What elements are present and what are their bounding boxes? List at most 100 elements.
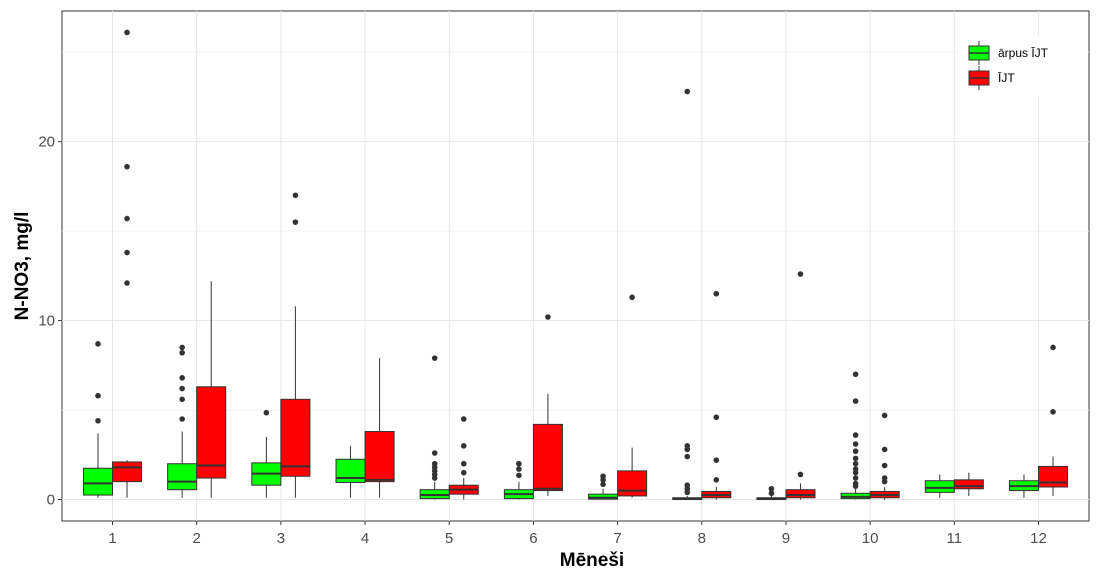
- box-ijt-8: [701, 290, 732, 500]
- box-arpus-6: [503, 460, 534, 500]
- outlier-point: [881, 462, 888, 469]
- box-ijt-10: [869, 412, 900, 500]
- box-body: [588, 493, 619, 500]
- outlier-point: [1050, 409, 1056, 415]
- box-ijt-1: [112, 29, 143, 498]
- outlier-point: [460, 443, 467, 449]
- box-arpus-9: [756, 485, 787, 501]
- x-tick-label: 4: [361, 530, 369, 547]
- outlier-point: [797, 271, 804, 277]
- box-body: [167, 463, 198, 491]
- x-tick-label: 2: [193, 530, 201, 547]
- outlier-point: [713, 477, 720, 483]
- box-body: [112, 461, 143, 483]
- outlier-point: [852, 466, 859, 472]
- outlier-point: [852, 441, 859, 447]
- x-tick-label: 1: [108, 530, 116, 547]
- outlier-point: [797, 471, 804, 478]
- box-body: [617, 470, 648, 497]
- outlier-point: [516, 472, 522, 479]
- y-tick-label: 20: [38, 134, 55, 151]
- box-ijt-2: [196, 281, 227, 498]
- box-body: [364, 431, 395, 483]
- outlier-point: [460, 460, 467, 467]
- box-ijt-5: [448, 416, 479, 500]
- x-tick-label: 12: [1030, 530, 1047, 547]
- outlier-point: [124, 249, 130, 256]
- box-arpus-7: [588, 473, 619, 500]
- x-tick-label: 7: [613, 530, 621, 547]
- x-tick-label: 3: [277, 530, 285, 547]
- outlier-point: [545, 314, 551, 320]
- outlier-point: [516, 460, 522, 467]
- grid-lines: [62, 11, 1089, 521]
- outlier-point: [179, 344, 185, 351]
- box-arpus-8: [672, 88, 703, 501]
- box-body: [785, 489, 816, 499]
- box-ijt-6: [532, 314, 563, 496]
- outlier-point: [881, 446, 888, 453]
- outlier-point: [460, 469, 467, 476]
- outlier-point: [516, 466, 522, 472]
- outlier-point: [684, 88, 691, 95]
- outlier-point: [263, 409, 270, 416]
- box-body: [532, 423, 563, 492]
- outlier-point: [179, 375, 185, 381]
- box-body: [82, 467, 114, 496]
- box-body: [924, 480, 955, 493]
- x-tick-label: 8: [698, 530, 706, 547]
- x-tick-label: 10: [862, 530, 879, 547]
- outlier-point: [179, 385, 185, 392]
- box-body: [1037, 465, 1069, 488]
- outlier-point: [684, 453, 691, 460]
- outlier-point: [95, 417, 101, 424]
- outlier-point: [179, 416, 185, 422]
- outlier-point: [95, 392, 101, 399]
- y-tick-label: 0: [47, 492, 55, 509]
- x-tick-label: 5: [445, 530, 453, 547]
- outlier-point: [852, 432, 859, 438]
- outlier-point: [124, 280, 130, 286]
- outlier-point: [600, 473, 606, 480]
- outlier-point: [292, 192, 299, 199]
- outlier-point: [1050, 344, 1056, 351]
- outlier-point: [852, 480, 859, 487]
- outlier-point: [629, 294, 635, 301]
- outlier-point: [768, 485, 775, 492]
- box-arpus-2: [167, 344, 198, 498]
- box-arpus-4: [335, 445, 366, 498]
- outlier-point: [95, 341, 101, 347]
- outlier-point: [881, 412, 888, 419]
- y-tick-label: 10: [38, 313, 55, 330]
- outlier-point: [431, 450, 438, 456]
- legend: ārpus ĪJT ĪJT: [958, 36, 1088, 98]
- outlier-point: [124, 163, 130, 170]
- outlier-point: [431, 460, 438, 467]
- x-axis-title: Mēneši: [560, 550, 624, 569]
- boxes: [82, 29, 1069, 501]
- box-arpus-5: [419, 355, 450, 500]
- plot-panel: [61, 10, 1090, 522]
- box-ijt-12: [1037, 344, 1069, 496]
- outlier-point: [684, 443, 691, 449]
- box-arpus-10: [840, 371, 871, 500]
- box-body: [953, 479, 984, 490]
- outlier-point: [852, 475, 859, 481]
- outlier-point: [124, 215, 130, 222]
- outlier-point: [852, 398, 859, 404]
- outlier-point: [292, 219, 299, 225]
- legend-label: ĪJT: [998, 71, 1015, 85]
- outlier-point: [431, 355, 438, 361]
- outlier-point: [852, 460, 859, 467]
- legend-item-ijt: ĪJT: [968, 66, 1015, 90]
- outlier-point: [713, 290, 720, 297]
- outlier-point: [852, 371, 859, 378]
- y-axis-title: N-NO3, mg/l: [12, 212, 33, 321]
- outlier-point: [852, 455, 859, 462]
- legend-label: ārpus ĪJT: [998, 46, 1049, 60]
- outlier-point: [460, 416, 467, 422]
- outlier-point: [179, 349, 185, 356]
- box-ijt-3: [280, 192, 311, 498]
